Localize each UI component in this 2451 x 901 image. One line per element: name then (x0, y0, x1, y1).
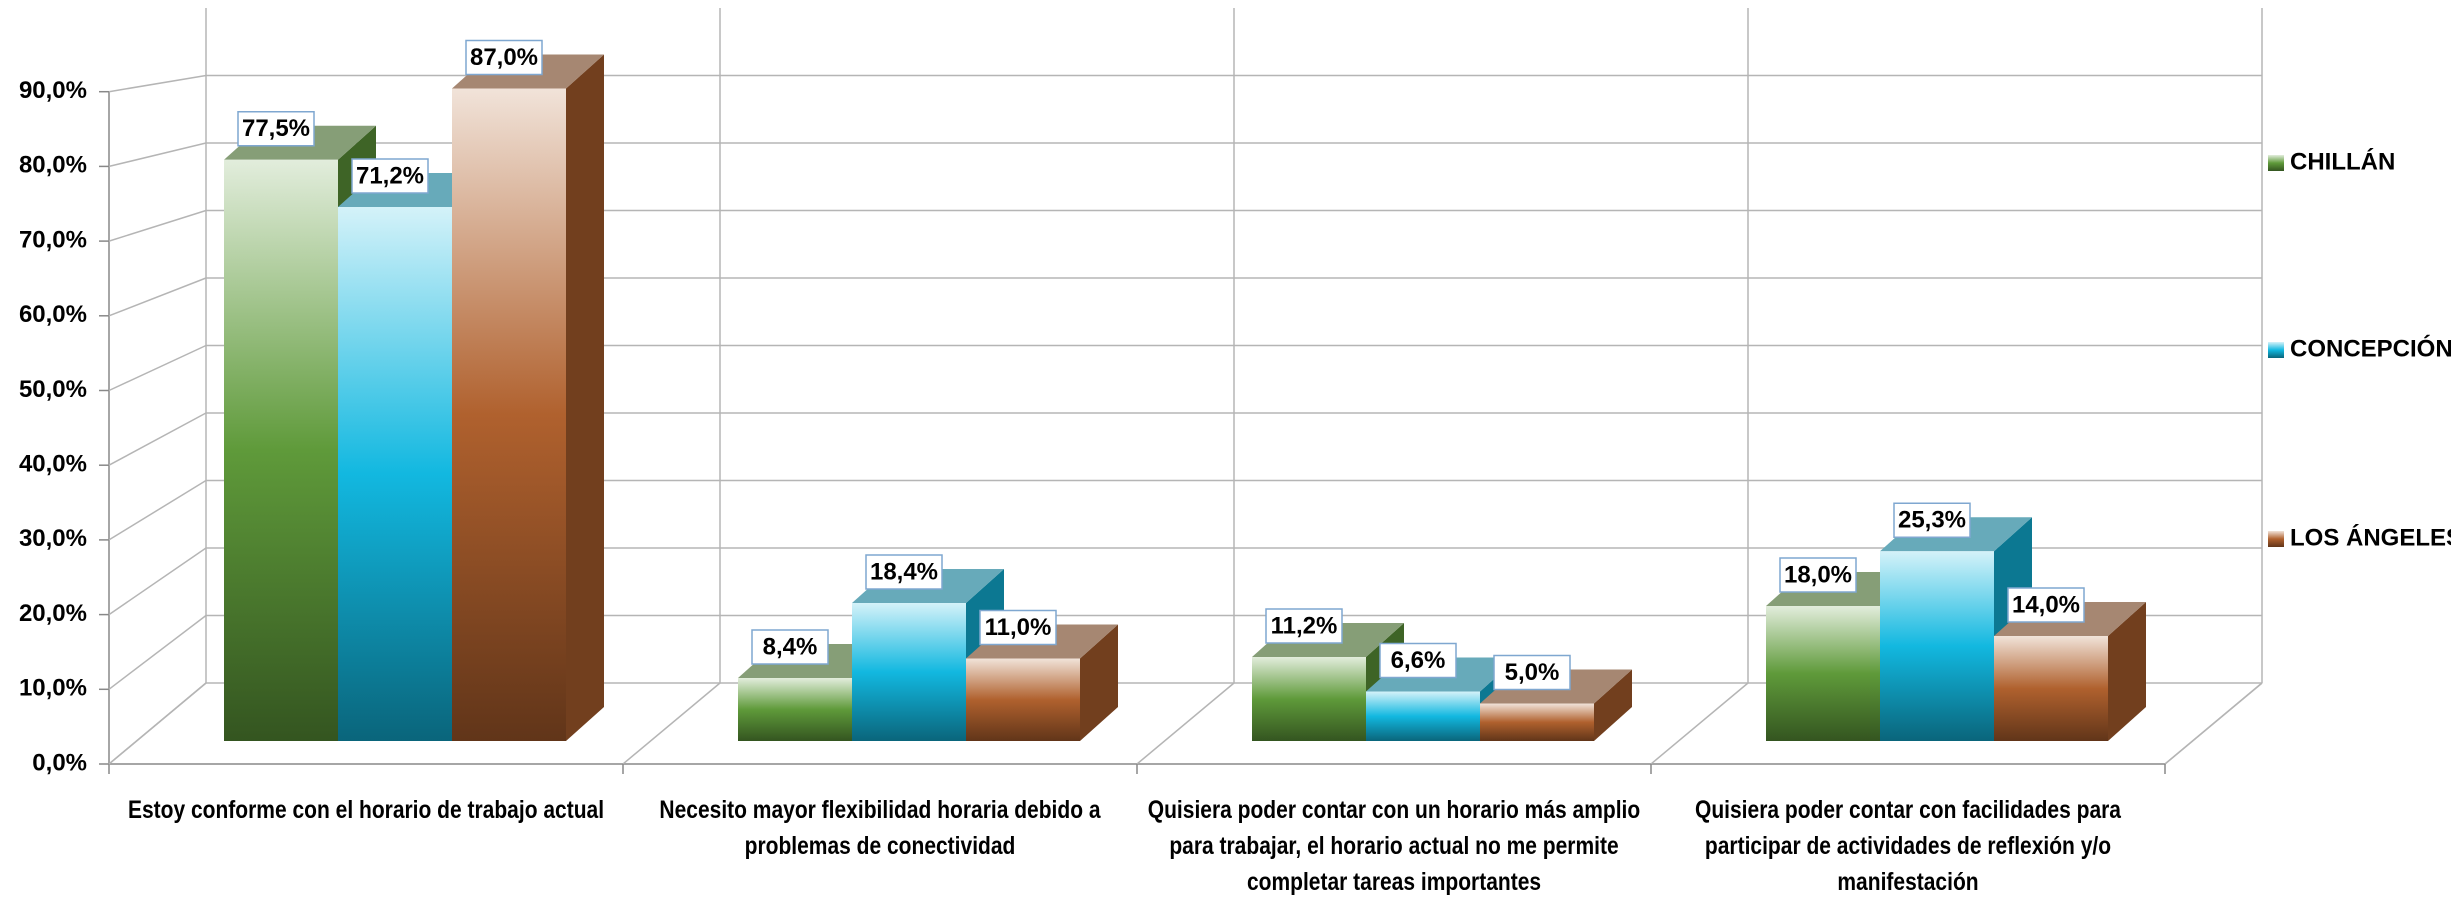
x-tick-label: Necesito mayor flexibilidad horaria debi… (659, 796, 1101, 860)
bar (738, 678, 852, 741)
grid-line (108, 209, 207, 242)
value-label: 18,4% (870, 558, 938, 585)
value-label-box (751, 629, 829, 665)
y-tick-label: 50,0% (19, 376, 87, 403)
value-label-box (979, 609, 1057, 646)
bar (852, 603, 966, 741)
value-label-box (1379, 642, 1457, 679)
grid-line (108, 479, 207, 541)
bar-side (1080, 624, 1118, 741)
value-label: 18,0% (1784, 561, 1852, 588)
y-tick-label: 40,0% (19, 451, 87, 478)
value-label: 71,2% (356, 162, 424, 189)
bar (224, 159, 338, 741)
legend-label: CONCEPCIÓN (2290, 334, 2451, 362)
value-label: 8,4% (763, 633, 818, 660)
value-label-box (237, 111, 315, 147)
bar-side (2108, 602, 2146, 741)
value-label: 77,5% (242, 115, 310, 142)
value-label: 6,6% (1391, 647, 1446, 674)
grid-line (108, 74, 207, 93)
value-label: 11,2% (1271, 612, 1338, 639)
x-tick-label: Quisiera poder contar con un horario más… (1147, 796, 1641, 896)
y-tick-label: 80,0% (19, 152, 87, 179)
bar (1252, 657, 1366, 741)
value-label-box (351, 158, 429, 194)
bar (1366, 691, 1480, 741)
x-tick-label: Estoy conforme con el horario de trabajo… (127, 796, 605, 824)
legend-swatch (2268, 342, 2284, 358)
floor-line (1136, 682, 1235, 765)
y-tick-label: 70,0% (19, 226, 87, 253)
floor-line (622, 682, 721, 765)
bar (338, 207, 452, 741)
grid-line (108, 614, 207, 690)
value-label: 5,0% (1505, 659, 1560, 686)
value-label: 25,3% (1898, 507, 1966, 534)
value-label: 14,0% (2012, 591, 2080, 618)
value-label-box (465, 39, 543, 76)
bar (1480, 703, 1594, 741)
y-tick-label: 0,0% (32, 749, 87, 776)
bar-side (566, 54, 604, 741)
legend-swatch (2268, 155, 2284, 171)
grid-line (108, 344, 207, 392)
legend-label: LOS ÁNGELES (2290, 523, 2451, 551)
value-label-box (1779, 557, 1857, 593)
grid-line (108, 547, 207, 616)
value-label: 11,0% (985, 614, 1052, 641)
value-label: 87,0% (470, 44, 538, 71)
grid-line (108, 682, 207, 765)
value-label-box (2007, 587, 2085, 623)
grid-line (108, 277, 207, 317)
y-tick-label: 20,0% (19, 600, 87, 627)
y-tick-label: 30,0% (19, 525, 87, 552)
bar (1880, 551, 1994, 741)
x-tick-label: Quisiera poder contar con facilidades pa… (1695, 796, 2121, 896)
bar (1766, 606, 1880, 741)
bar (966, 658, 1080, 741)
value-label-box (1265, 608, 1343, 644)
bar (1994, 636, 2108, 741)
grid-line (108, 142, 207, 168)
value-label-box (1493, 654, 1571, 691)
bar (452, 88, 566, 741)
floor-line (2164, 682, 2263, 765)
value-label-box (865, 554, 943, 590)
grid-line (108, 412, 207, 466)
y-tick-label: 90,0% (19, 77, 87, 104)
legend-label: CHILLÁN (2290, 147, 2395, 175)
y-tick-label: 10,0% (19, 675, 87, 702)
value-label-box (1893, 502, 1971, 538)
y-tick-label: 60,0% (19, 301, 87, 328)
floor-line (1650, 682, 1749, 765)
bar-side (1594, 669, 1632, 741)
legend-swatch (2268, 531, 2284, 547)
